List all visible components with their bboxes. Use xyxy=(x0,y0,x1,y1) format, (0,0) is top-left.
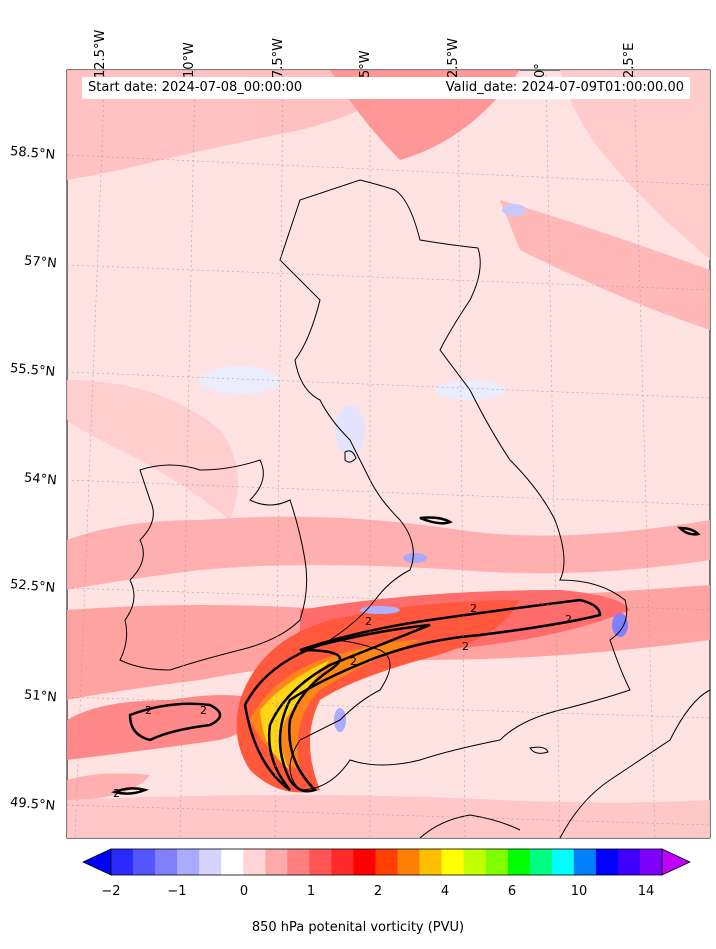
colorbar-segment xyxy=(419,849,443,875)
colorbar-segment xyxy=(463,849,487,875)
colorbar-segment xyxy=(617,849,641,875)
lon-label: 7.5°W xyxy=(271,37,286,78)
colorbar-tick: 6 xyxy=(507,884,517,899)
colorbar-segment xyxy=(221,849,244,875)
contour-label: 2 xyxy=(565,613,572,626)
colorbar-segment xyxy=(155,849,178,875)
contour-label: 2 xyxy=(200,704,207,717)
colorbar-label: 850 hPa potenital vorticity (PVU) xyxy=(251,920,465,935)
lat-label: 57°N xyxy=(23,253,58,272)
colorbar-frame xyxy=(110,848,663,876)
contour-label: 2 xyxy=(113,787,120,800)
negative-pv-patches xyxy=(200,204,628,732)
contour-label: 2 xyxy=(470,602,477,615)
lon-label: 12.5°W xyxy=(93,29,108,78)
colorbar-segment xyxy=(331,849,354,875)
colorbar-segment xyxy=(375,849,399,875)
contour-label: 2 xyxy=(462,640,469,653)
lon-label: 10°W xyxy=(182,42,197,78)
colorbar-tick: 4 xyxy=(440,884,450,899)
coastlines xyxy=(119,179,711,839)
lon-label: 0° xyxy=(533,63,548,78)
lat-label: 51°N xyxy=(23,687,58,706)
graticule xyxy=(66,69,711,839)
colorbar-segment xyxy=(573,849,597,875)
lat-label: 54°N xyxy=(23,470,58,489)
contour-label: 2 xyxy=(145,704,152,717)
colorbar xyxy=(82,848,691,876)
colorbar-tick: −1 xyxy=(167,884,187,899)
pv-2-contour-labels: 2 2 2 2 2 2 2 2 xyxy=(113,602,572,800)
colorbar-segment xyxy=(639,849,663,875)
colorbar-segment xyxy=(177,849,200,875)
lon-label: 5°W xyxy=(358,50,373,78)
colorbar-segment xyxy=(111,849,134,875)
colorbar-extend-max xyxy=(661,848,691,876)
colorbar-extend-min xyxy=(82,848,112,876)
colorbar-segment xyxy=(243,849,266,875)
colorbar-segment xyxy=(265,849,288,875)
colorbar-segment xyxy=(353,849,376,875)
start-date: Start date: 2024-07-08_00:00:00 xyxy=(88,80,303,95)
colorbar-segment xyxy=(199,849,222,875)
colorbar-tick: 10 xyxy=(570,884,588,899)
colorbar-tick: 2 xyxy=(373,884,383,899)
colorbar-tick: −2 xyxy=(101,884,121,899)
great-britain-coast xyxy=(279,179,631,791)
date-info-box: Start date: 2024-07-08_00:00:00 Valid_da… xyxy=(82,77,690,99)
colorbar-segment xyxy=(595,849,619,875)
colorbar-segment xyxy=(507,849,531,875)
colorbar-segment xyxy=(441,849,465,875)
contour-label: 2 xyxy=(365,615,372,628)
colorbar-segment xyxy=(529,849,553,875)
lon-label: 2.5°E xyxy=(622,42,637,78)
colorbar-tick: 1 xyxy=(306,884,316,899)
colorbar-segment xyxy=(133,849,156,875)
colorbar-tick: 0 xyxy=(239,884,249,899)
ireland-coast xyxy=(119,459,308,671)
lon-label: 2.5°W xyxy=(446,37,461,78)
colorbar-tick: 14 xyxy=(637,884,655,899)
colorbar-segment xyxy=(397,849,421,875)
france-coast xyxy=(559,689,711,839)
colorbar-segment xyxy=(551,849,575,875)
colorbar-segment xyxy=(309,849,332,875)
colorbar-segment xyxy=(485,849,509,875)
contour-label: 2 xyxy=(350,655,357,668)
valid-date: Valid_date: 2024-07-09T01:00:00.00 xyxy=(445,80,684,95)
colorbar-segment xyxy=(287,849,310,875)
